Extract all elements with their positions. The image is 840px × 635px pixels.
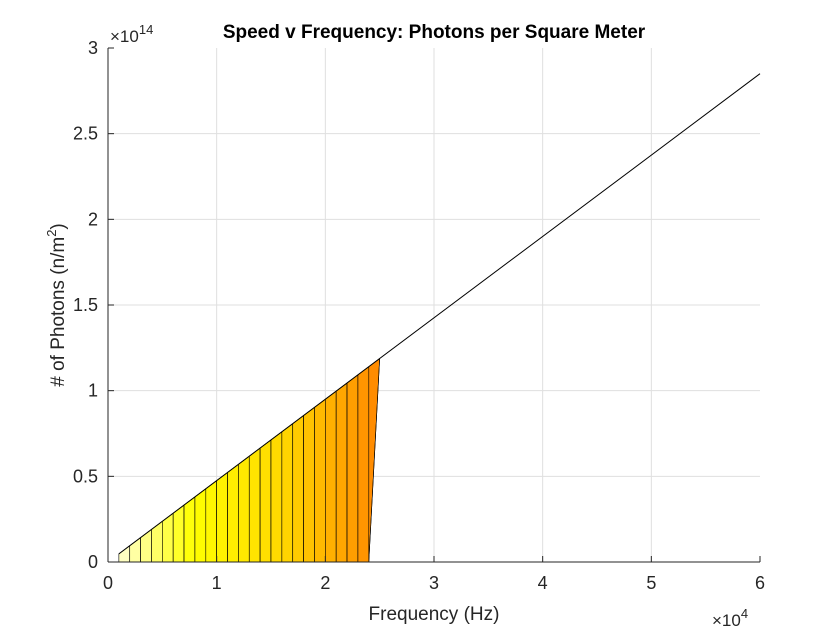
tick-labels: 0 1 2 3 4 5 6 0 0.5 1 1.5 2 2.5 3 (73, 38, 765, 593)
y-exponent-label: ×1014 (110, 22, 153, 46)
fill-patch (270, 431, 283, 563)
fill-patch (325, 390, 337, 563)
filled-region (118, 358, 380, 563)
y-tick-label: 1.5 (73, 295, 98, 315)
y-tick-label: 2.5 (73, 124, 98, 144)
fill-patch (151, 521, 163, 563)
y-tick-label: 0.5 (73, 466, 98, 486)
fill-patch (303, 407, 315, 563)
fill-patch (248, 447, 261, 563)
fill-patch (259, 439, 272, 563)
y-axis-label-main: # of Photons (n/m (48, 237, 69, 387)
series-line (118, 73, 761, 555)
x-tick-label: 4 (538, 573, 548, 593)
y-axis-label-close: ) (48, 223, 69, 229)
x-axis-label: Frequency (Hz) (369, 604, 500, 625)
x-tick-label: 6 (755, 573, 765, 593)
fill-patch (118, 545, 131, 563)
y-tick-label: 1 (88, 381, 98, 401)
x-tick-label: 2 (320, 573, 330, 593)
fill-patch-edge (368, 358, 380, 563)
fill-patch (140, 529, 152, 563)
axes (107, 47, 761, 563)
y-axis-label: # of Photons (n/m2) (44, 223, 69, 387)
fill-patch (335, 382, 348, 563)
fill-patch (281, 423, 294, 563)
fill-patch (346, 374, 359, 563)
y-exponent-base: ×10 (110, 27, 139, 46)
fill-patch (227, 464, 239, 563)
y-exponent-power: 14 (139, 22, 153, 37)
fill-patch (357, 366, 370, 563)
x-tick-label: 1 (212, 573, 222, 593)
x-tick-label: 0 (103, 573, 113, 593)
y-tick-label: 3 (88, 38, 98, 58)
fill-patch (292, 415, 304, 563)
fill-patch (314, 398, 326, 563)
x-tick-label: 5 (646, 573, 656, 593)
fill-patch (172, 504, 185, 563)
fill-patch (238, 455, 250, 563)
fill-patch (216, 472, 228, 563)
x-exponent-base: ×10 (712, 611, 741, 630)
y-tick-label: 2 (88, 209, 98, 229)
grid (108, 48, 760, 562)
fill-patch (183, 496, 196, 563)
chart-title: Speed v Frequency: Photons per Square Me… (223, 22, 646, 43)
fill-patch (194, 488, 207, 563)
y-axis-label-superscript: 2 (44, 230, 59, 237)
series-lines (118, 73, 761, 555)
x-tick-label: 3 (429, 573, 439, 593)
x-exponent-label: ×104 (712, 606, 748, 630)
x-exponent-power: 4 (741, 606, 748, 621)
fill-patch (205, 480, 217, 563)
y-tick-label: 0 (88, 552, 98, 572)
